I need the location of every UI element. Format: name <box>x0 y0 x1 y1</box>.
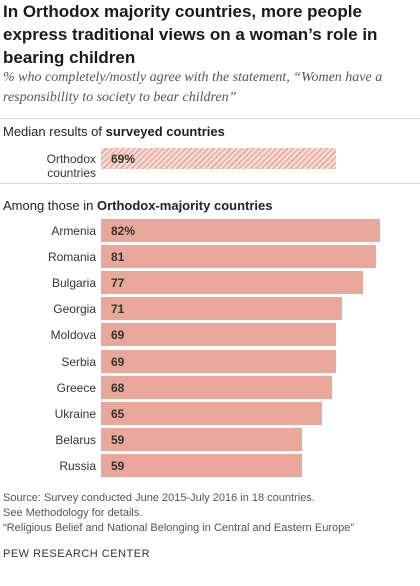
value-label-ukraine: 65 <box>111 406 125 421</box>
value-label-romania: 81 <box>111 250 125 265</box>
median-value-label: 69% <box>111 152 136 166</box>
bar-georgia <box>101 297 343 321</box>
bar-greece <box>101 375 333 399</box>
value-label-greece: 68 <box>111 380 125 395</box>
category-label-romania: Romania <box>47 250 96 265</box>
category-label-georgia: Georgia <box>53 302 96 317</box>
report-title-note: “Religious Belief and National Belonging… <box>3 522 354 534</box>
bar-bulgaria <box>101 271 363 295</box>
value-label-georgia: 71 <box>111 302 125 317</box>
value-label-bulgaria: 77 <box>111 276 125 291</box>
category-label-belarus: Belarus <box>55 432 96 447</box>
median-section-bold: surveyed countries <box>105 124 225 139</box>
bar-belarus <box>101 427 302 451</box>
category-label-moldova: Moldova <box>50 328 96 343</box>
value-label-moldova: 69 <box>111 328 125 343</box>
bar-armenia <box>101 219 380 242</box>
category-label-serbia: Serbia <box>61 354 96 369</box>
category-label-armenia: Armenia <box>51 224 96 238</box>
bar-romania <box>101 245 377 269</box>
category-label-russia: Russia <box>59 458 96 473</box>
median-section-prefix: Median results of <box>3 124 106 139</box>
median-category-label: Orthodox countries <box>46 152 96 180</box>
source-note: Source: Survey conducted June 2015-July … <box>3 492 315 504</box>
value-label-armenia: 82% <box>111 224 136 238</box>
bar-russia <box>101 453 302 477</box>
value-label-belarus: 59 <box>111 432 125 447</box>
orthodox-section-bold: Orthodox-majority countries <box>96 198 273 213</box>
bar-ukraine <box>101 401 322 425</box>
orthodox-section-prefix: Among those in <box>3 198 97 213</box>
category-label-greece: Greece <box>56 380 96 395</box>
methodology-note: See Methodology for details. <box>3 507 143 519</box>
divider <box>0 118 420 119</box>
value-label-serbia: 69 <box>111 354 125 369</box>
orthodox-section-heading: Among those in Orthodox-majority countri… <box>3 198 272 213</box>
chart-subtitle: % who completely/mostly agree with the s… <box>3 70 383 105</box>
bar-moldova <box>101 323 336 347</box>
chart-title: In Orthodox majority countries, more peo… <box>3 2 378 67</box>
pew-research-center-logo: PEW RESEARCH CENTER <box>3 548 151 560</box>
value-label-russia: 59 <box>111 458 125 473</box>
divider <box>0 183 420 184</box>
median-bar <box>101 148 336 169</box>
category-label-ukraine: Ukraine <box>54 406 96 421</box>
median-section-heading: Median results of surveyed countries <box>3 124 225 139</box>
bar-serbia <box>101 349 336 373</box>
category-label-bulgaria: Bulgaria <box>51 276 96 291</box>
